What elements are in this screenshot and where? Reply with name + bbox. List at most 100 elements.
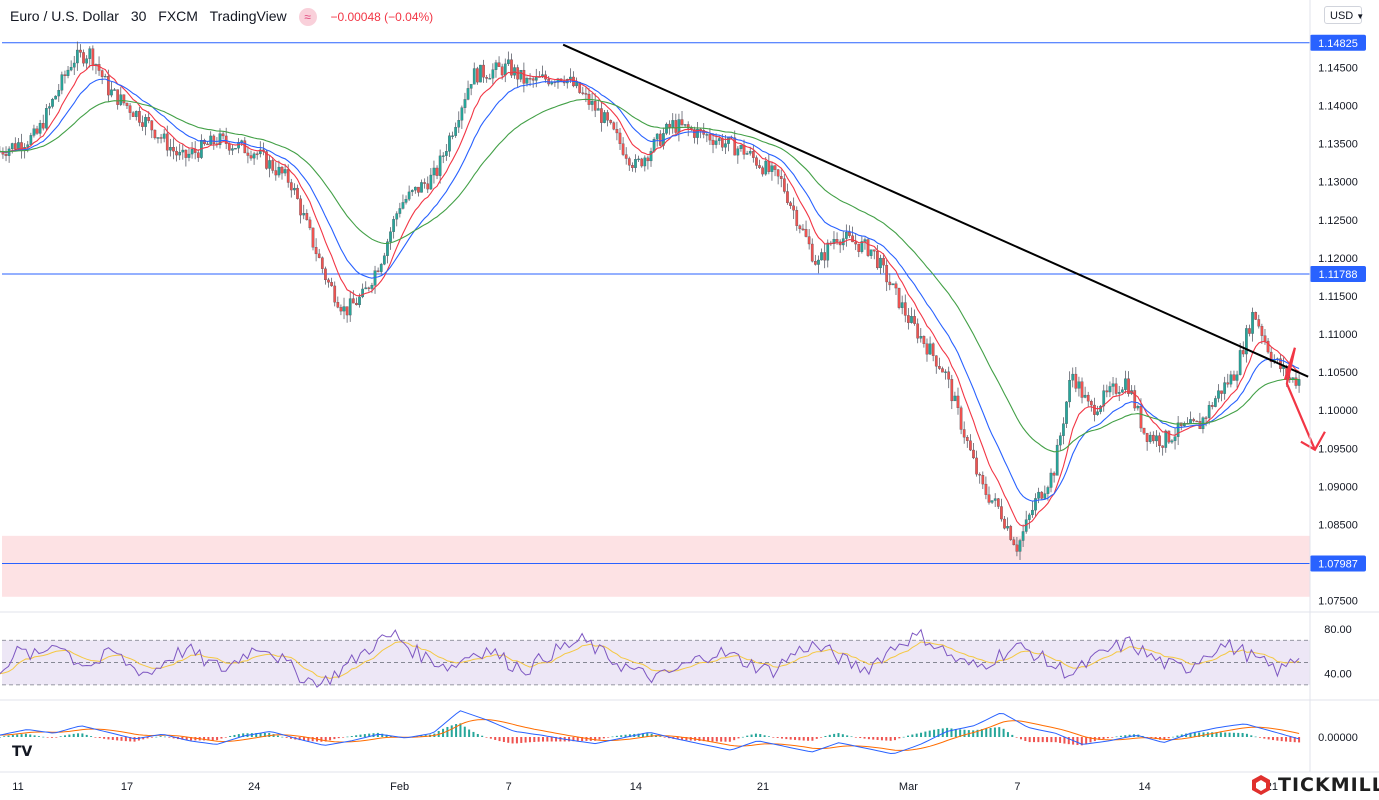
candle — [1058, 432, 1062, 451]
candle — [75, 41, 79, 71]
candle-body — [832, 239, 836, 245]
candle-body — [175, 150, 178, 156]
macd-histogram-bar — [811, 737, 814, 741]
candle-body — [851, 235, 854, 243]
candle — [231, 144, 234, 156]
candle — [764, 157, 768, 176]
macd-histogram-bar — [902, 736, 905, 738]
symbol-name[interactable]: Euro / U.S. Dollar — [10, 8, 119, 24]
macd-signal-line — [0, 719, 1300, 751]
candle-body — [218, 133, 222, 145]
candle-body — [1151, 434, 1155, 442]
candle — [581, 86, 585, 96]
macd-histogram-bar — [789, 737, 792, 740]
candle — [314, 238, 318, 262]
candle — [786, 183, 789, 205]
macd-histogram-bar — [720, 737, 723, 742]
candle — [646, 155, 650, 170]
candle-body — [634, 159, 637, 168]
macd-histogram-bar — [233, 734, 236, 737]
candle-body — [224, 135, 228, 144]
candle-body — [305, 213, 309, 221]
macd-histogram-bar — [1258, 737, 1261, 738]
candle-body — [1241, 350, 1245, 355]
candle-body — [57, 90, 61, 97]
candle — [897, 287, 901, 310]
candle-body — [894, 283, 898, 289]
macd-histogram-bar — [446, 726, 449, 737]
candle-body — [466, 88, 470, 100]
approx-icon[interactable]: ≈ — [298, 8, 317, 27]
candle-body — [361, 288, 364, 298]
macd-histogram-bar — [920, 732, 923, 737]
macd-histogram-bar — [907, 735, 910, 737]
candle — [751, 145, 755, 163]
candle-body — [494, 62, 498, 70]
candle-body — [1062, 423, 1065, 436]
candle-body — [1269, 351, 1273, 362]
macd-histogram-bar — [64, 735, 67, 737]
macd-histogram-bar — [581, 737, 584, 742]
candle — [1195, 420, 1199, 423]
candle — [640, 157, 644, 168]
candle-body — [1114, 383, 1118, 394]
candle — [20, 133, 23, 159]
candle — [258, 141, 262, 158]
candle — [153, 129, 157, 140]
macd-histogram-bar — [1167, 737, 1170, 739]
macd-histogram-bar — [168, 737, 171, 738]
macd-histogram-bar — [1219, 732, 1222, 737]
y-tick-label: 1.10000 — [1318, 405, 1358, 417]
level-label-bg — [1310, 555, 1366, 572]
tradingview-logo-icon[interactable]: TV — [12, 744, 33, 760]
macd-histogram-bar — [103, 737, 106, 739]
candle-body — [739, 145, 743, 149]
candle — [919, 328, 923, 343]
candle-body — [1058, 435, 1062, 446]
candle-body — [910, 316, 913, 323]
candle-body — [1189, 419, 1192, 424]
macd-histogram-bar — [3, 736, 6, 737]
time-axis: 11 17 24 Feb 7 14 21 Mar 7 14 21 — [12, 781, 1278, 793]
candle — [1189, 411, 1192, 424]
macd-histogram-bar — [172, 737, 175, 739]
macd-histogram-bar — [181, 737, 184, 740]
candle-body — [181, 149, 185, 153]
candle — [1217, 384, 1220, 403]
y-tick-label: 1.09500 — [1318, 443, 1358, 455]
macd-histogram-bar — [90, 736, 93, 737]
candle — [782, 174, 786, 194]
interval-label[interactable]: 30 — [130, 8, 147, 24]
macd-histogram-bar — [911, 734, 914, 737]
macd-histogram-bar — [72, 733, 75, 737]
projection-arrow — [1283, 347, 1326, 452]
candle-body — [429, 174, 433, 190]
candle — [755, 155, 758, 169]
macd-histogram-bar — [98, 737, 101, 739]
candle — [451, 131, 454, 140]
candle-body — [289, 182, 293, 191]
macd-histogram-bar — [741, 736, 744, 738]
macd-histogram-bar — [607, 737, 610, 738]
candle-body — [1148, 434, 1152, 442]
candle-body — [1086, 394, 1090, 402]
candle — [271, 157, 275, 174]
candle — [472, 62, 476, 85]
candle-body — [376, 270, 380, 272]
candle-body — [147, 117, 151, 121]
macd-histogram-bar — [50, 737, 53, 738]
candle-body — [35, 128, 39, 134]
macd-histogram-bar — [24, 733, 27, 737]
macd-histogram-bar — [841, 734, 844, 737]
macd-histogram-bar — [989, 727, 992, 737]
candle-body — [714, 140, 718, 145]
candle — [1105, 384, 1109, 398]
candle — [761, 165, 764, 177]
macd-histogram-bar — [785, 737, 788, 740]
currency-selector[interactable]: USD ▼ — [1324, 6, 1364, 24]
candle — [742, 139, 746, 160]
candle — [268, 155, 271, 178]
candle — [184, 149, 188, 167]
candle-body — [1155, 435, 1158, 442]
